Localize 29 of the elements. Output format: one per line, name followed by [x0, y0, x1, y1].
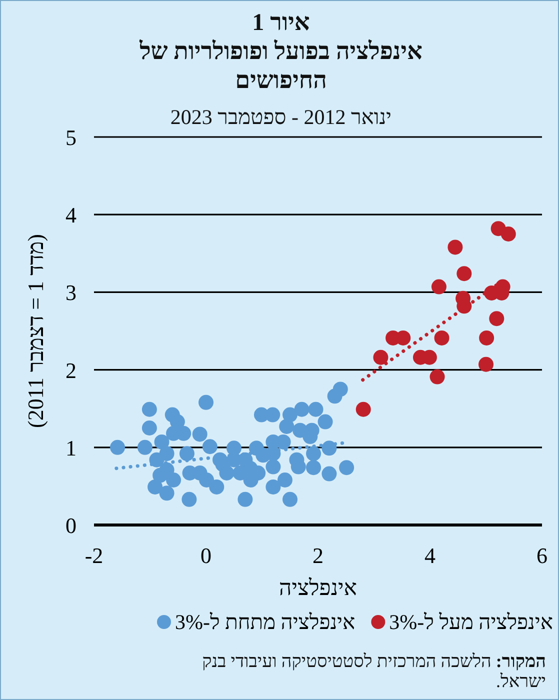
x-tick-label: 0 — [200, 543, 212, 568]
y-tick-label: 5 — [66, 125, 76, 150]
legend-label: אינפלציה מעל ל-3% — [389, 610, 553, 634]
x-tick-label: 4 — [424, 543, 436, 568]
y-tick-label: 2 — [66, 358, 76, 383]
point — [373, 350, 388, 365]
legend-label: אינפלציה מתחת ל-3% — [175, 610, 356, 634]
y-axis-title: (מדד 1 = דצמבר 2011) — [23, 234, 48, 428]
y-tick-label: 1 — [66, 435, 76, 460]
chart-subtitle: ינואר 2012 - ספטמבר 2023 — [169, 105, 393, 130]
point — [478, 356, 494, 372]
x-axis-title: אינפלציה — [279, 575, 357, 600]
point — [489, 311, 504, 326]
point — [448, 240, 463, 255]
y-tick-label: 3 — [66, 280, 76, 306]
x-tick-label: 2 — [312, 543, 324, 568]
x-tick-label: -2 — [84, 543, 104, 568]
point — [430, 369, 445, 384]
x-tick-label: 6 — [536, 543, 548, 568]
point — [479, 330, 494, 346]
text: המקור: הלשכה המרכזית לסטטיסטיקה ועיבודי בנק ישראל. — [201, 651, 546, 691]
point — [456, 266, 472, 282]
point — [434, 330, 450, 346]
y-tick-label: 0 — [66, 513, 76, 538]
point — [500, 226, 516, 242]
point — [356, 402, 371, 417]
chart-title: איור 1 אינפלציה בפועל ופופולריות של החיפושים — [138, 9, 424, 96]
point — [431, 279, 446, 294]
y-tick-label: 4 — [66, 202, 76, 228]
